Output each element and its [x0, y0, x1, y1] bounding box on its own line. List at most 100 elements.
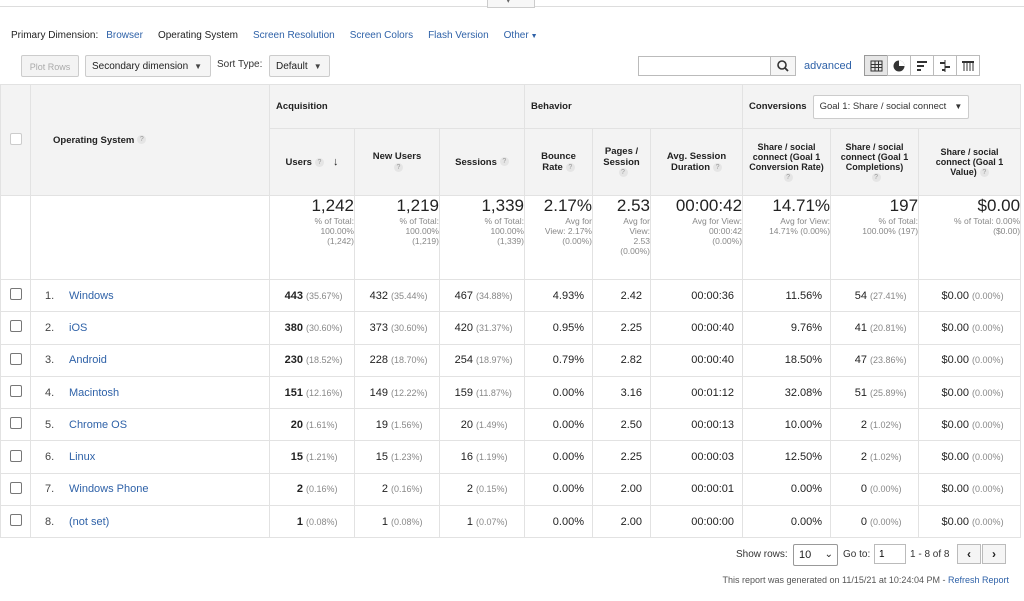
help-icon[interactable]: ?: [499, 157, 509, 167]
total-duration-l2: 00:00:42: [708, 226, 743, 236]
help-icon[interactable]: ?: [783, 173, 793, 183]
select-all-checkbox[interactable]: [9, 132, 22, 145]
dimension-browser[interactable]: Browser: [106, 29, 143, 41]
column-pages-session[interactable]: Pages / Session?: [592, 128, 651, 196]
row-dimension-link[interactable]: iOS: [69, 321, 88, 334]
users-value: 151: [284, 386, 303, 399]
sort-type-dropdown[interactable]: Default ▼: [269, 55, 330, 77]
dimension-other[interactable]: Other ▼: [504, 30, 538, 41]
column-users[interactable]: Users? ↓: [269, 128, 355, 196]
column-goal-conversion-rate[interactable]: Share / social connect (Goal 1 Conversio…: [742, 128, 832, 196]
performance-view-button[interactable]: [910, 55, 934, 76]
goal-value-cell: $0.00 (0.00%): [918, 505, 1022, 539]
column-sessions[interactable]: Sessions?: [439, 128, 525, 196]
column-goal-value[interactable]: Share / social connect (Goal 1 Value)?: [918, 128, 1022, 196]
column-bounce-rate[interactable]: Bounce Rate?: [524, 128, 593, 196]
help-icon[interactable]: ?: [979, 168, 989, 178]
row-dimension-link[interactable]: Windows Phone: [69, 483, 149, 496]
row-checkbox[interactable]: [9, 514, 22, 527]
new-users-value: 149: [369, 386, 388, 399]
row-dimension-link[interactable]: Linux: [69, 451, 96, 464]
bounce-rate-cell: 0.00%: [524, 375, 593, 410]
pivot-view-button[interactable]: [956, 55, 980, 76]
chevron-down-icon: ▼: [313, 62, 322, 71]
table-view-button[interactable]: [864, 55, 888, 76]
dimension-operating-system[interactable]: Operating System: [157, 29, 238, 41]
dimension-flash-version[interactable]: Flash Version: [428, 29, 489, 41]
row-checkbox[interactable]: [9, 288, 22, 301]
column-users-label: Users: [285, 157, 312, 168]
sessions-percent: (0.07%): [476, 516, 508, 527]
grid-icon: [870, 60, 883, 72]
dimension-screen-resolution[interactable]: Screen Resolution: [252, 29, 335, 41]
row-checkbox[interactable]: [9, 449, 22, 462]
search-button[interactable]: [770, 57, 795, 75]
conversion-rate-value: 10.00%: [784, 418, 823, 431]
sessions-percent: (31.37%): [476, 322, 513, 333]
row-checkbox[interactable]: [9, 385, 22, 398]
dimension-header[interactable]: Operating System?: [30, 84, 270, 196]
row-dimension-link[interactable]: Macintosh: [69, 386, 120, 399]
column-goal-completions[interactable]: Share / social connect (Goal 1 Completio…: [830, 128, 920, 196]
refresh-report-link[interactable]: Refresh Report: [947, 575, 1009, 585]
goal-value-value: $0.00: [941, 386, 970, 399]
advanced-filter-link[interactable]: advanced: [804, 60, 852, 72]
row-checkbox[interactable]: [9, 352, 22, 365]
goal-select-dropdown[interactable]: Goal 1: Share / social connect ▼: [812, 94, 970, 119]
total-duration-l3: (0.00%): [712, 236, 743, 246]
goal-value-value: $0.00: [941, 483, 970, 496]
collapse-handle[interactable]: ▾: [487, 0, 535, 8]
goto-page-input[interactable]: [874, 544, 906, 564]
plot-rows-button[interactable]: Plot Rows: [21, 55, 79, 77]
completions-cell: 0 (0.00%): [830, 472, 920, 507]
primary-dimension-label: Primary Dimension:: [11, 29, 99, 41]
total-pages-value: 2.53: [616, 196, 650, 215]
sort-type-label: Sort Type:: [217, 59, 263, 70]
total-new-users-l1: % of Total:: [399, 216, 439, 226]
column-avg-session-duration[interactable]: Avg. Session Duration?: [649, 128, 744, 196]
sessions-value: 1: [466, 515, 473, 528]
new-users-cell: 1 (0.08%): [354, 505, 440, 539]
help-icon[interactable]: ?: [394, 162, 403, 172]
row-dimension-cell: 2. iOS: [30, 311, 270, 345]
show-rows-label: Show rows:: [736, 549, 788, 560]
goal-value-cell: $0.00 (0.00%): [918, 278, 1022, 313]
help-icon[interactable]: ?: [871, 173, 881, 183]
search-input[interactable]: [641, 58, 773, 75]
row-checkbox[interactable]: [9, 417, 22, 430]
goal-value-value: $0.00: [941, 354, 970, 367]
row-select-cell: [0, 311, 31, 345]
users-cell: 230 (18.52%): [269, 343, 355, 377]
help-icon[interactable]: ?: [565, 162, 575, 172]
help-icon[interactable]: ?: [137, 135, 147, 145]
row-checkbox[interactable]: [9, 320, 22, 333]
sessions-value: 159: [454, 386, 473, 399]
new-users-cell: 19 (1.56%): [354, 408, 440, 442]
help-icon[interactable]: ?: [618, 168, 628, 178]
chevron-down-icon: ▾: [506, 0, 511, 5]
row-dimension-link[interactable]: Windows: [69, 289, 114, 302]
next-page-button[interactable]: ›: [982, 544, 1006, 564]
row-dimension-link[interactable]: Chrome OS: [69, 418, 128, 431]
sessions-cell: 420 (31.37%): [439, 311, 525, 345]
conversion-rate-value: 0.00%: [790, 483, 823, 496]
goal-value-cell: $0.00 (0.00%): [918, 343, 1022, 377]
users-cell: 2 (0.16%): [269, 472, 355, 507]
primary-dimension-bar: Primary Dimension: Browser Operating Sys…: [11, 28, 553, 42]
help-icon[interactable]: ?: [713, 162, 723, 172]
sessions-cell: 16 (1.19%): [439, 440, 525, 474]
row-dimension-link[interactable]: (not set): [69, 515, 110, 528]
previous-page-button[interactable]: ‹: [957, 544, 981, 564]
column-new-users[interactable]: New Users?: [354, 128, 440, 196]
row-index: 1.: [45, 289, 55, 302]
help-icon[interactable]: ?: [314, 157, 324, 167]
pages-session-value: 2.00: [620, 483, 642, 496]
dimension-screen-colors[interactable]: Screen Colors: [349, 29, 414, 41]
secondary-dimension-dropdown[interactable]: Secondary dimension ▼: [85, 55, 211, 77]
bounce-rate-cell: 0.95%: [524, 311, 593, 345]
show-rows-select[interactable]: 10 ⌄: [793, 544, 838, 566]
comparison-view-button[interactable]: [933, 55, 957, 76]
row-dimension-link[interactable]: Android: [69, 354, 107, 367]
row-checkbox[interactable]: [9, 481, 22, 494]
pie-view-button[interactable]: [887, 55, 911, 76]
